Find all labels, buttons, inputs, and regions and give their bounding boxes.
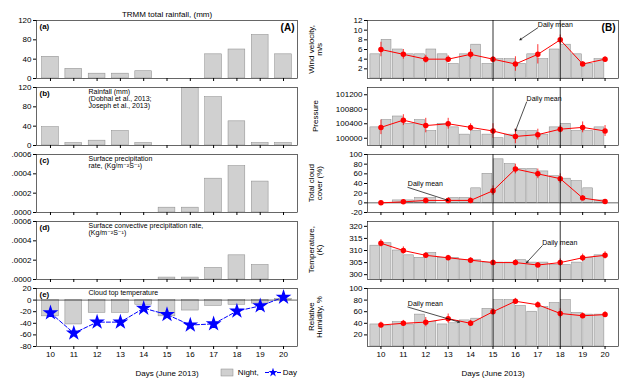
svg-text:19: 19 [256,350,265,359]
html-text:Total cloud cover (%): Total cloud cover (%) [306,163,324,203]
svg-text:20: 20 [279,350,288,359]
svg-text:(e): (e) [40,290,50,299]
svg-text:17: 17 [533,350,542,359]
svg-text:(b): (b) [40,89,51,98]
svg-text:310: 310 [349,246,363,255]
svg-text:18: 18 [556,350,565,359]
svg-text:315: 315 [349,234,363,243]
svg-text:20: 20 [354,330,363,339]
svg-text:.0004: .0004 [11,236,32,245]
svg-text:12: 12 [421,350,430,359]
svg-text:300: 300 [349,270,363,279]
svg-text:120: 120 [18,83,32,92]
svg-text:.0000: .0000 [11,275,32,284]
svg-text:80: 80 [354,296,363,305]
svg-text:20: 20 [601,350,610,359]
svg-text:40: 40 [354,319,363,328]
svg-text:15: 15 [163,350,172,359]
svg-text:-60: -60 [20,330,32,339]
svg-text:10: 10 [354,26,363,35]
svg-text:.0006: .0006 [11,217,32,226]
svg-text:-20: -20 [351,208,363,217]
svg-text:Daily mean: Daily mean [542,239,577,247]
svg-text:10: 10 [46,350,55,359]
svg-text:13: 13 [116,350,125,359]
svg-text:(a): (a) [40,22,50,31]
svg-text:100: 100 [349,284,363,293]
svg-text:80: 80 [23,102,32,111]
svg-text:17: 17 [209,350,218,359]
svg-text:40: 40 [354,179,363,188]
svg-text:.0004: .0004 [11,169,32,178]
svg-text:Daily mean: Daily mean [538,21,573,29]
svg-text:15: 15 [489,350,498,359]
svg-text:16: 16 [186,350,195,359]
svg-text:Days (June 2013): Days (June 2013) [461,369,524,378]
svg-text:Days (June 2013): Days (June 2013) [135,369,198,378]
svg-text:0: 0 [358,198,363,207]
html-text:Relative Humidity, %: Relative Humidity, % [306,296,324,338]
svg-text:Daily mean: Daily mean [527,95,562,103]
html-text:Night,: Night, [237,368,259,377]
svg-text:Rainfall (mm)(Dobhal et al., 2: Rainfall (mm)(Dobhal et al., 2013;Joseph… [89,88,152,110]
svg-text:305: 305 [349,258,363,267]
svg-text:2: 2 [358,64,363,73]
svg-text:Daily mean: Daily mean [408,300,443,308]
svg-text:(d): (d) [40,223,51,232]
svg-text:.0006: .0006 [11,150,32,159]
svg-text:0: 0 [27,74,32,83]
svg-text:320: 320 [349,222,363,231]
svg-text:Surface precipitationrate, (Kg: Surface precipitationrate, (Kg/m⁻²S⁻¹) [89,155,153,170]
html-text:Day: Day [282,368,297,377]
svg-text:Surface convective precipitati: Surface convective precipitation rate,(K… [89,222,204,237]
svg-text:40: 40 [23,55,32,64]
svg-text:.0000: .0000 [11,208,32,217]
svg-text:100: 100 [349,150,363,159]
svg-text:0: 0 [27,141,32,150]
svg-text:60: 60 [354,169,363,178]
svg-text:100000: 100000 [336,134,363,143]
svg-text:16: 16 [511,350,520,359]
svg-text:(c): (c) [40,156,50,165]
svg-text:12: 12 [93,350,102,359]
html-text:Pressure: Pressure [310,100,320,132]
svg-text:8: 8 [358,35,363,44]
svg-text:Daily mean: Daily mean [408,180,443,188]
svg-text:13: 13 [444,350,453,359]
svg-text:6: 6 [358,45,363,54]
svg-text:80: 80 [354,160,363,169]
svg-text:100800: 100800 [336,105,363,114]
svg-text:80: 80 [23,35,32,44]
svg-text:18: 18 [232,350,241,359]
html-text:Temperature, (K): Temperature, (K) [306,226,324,274]
svg-text:20: 20 [23,284,32,293]
svg-text:12: 12 [354,16,363,25]
svg-text:0: 0 [27,296,32,305]
svg-text:10: 10 [376,350,385,359]
svg-text:.0002: .0002 [11,189,32,198]
svg-text:101200: 101200 [336,90,363,99]
svg-text:TRMM total rainfall, (mm): TRMM total rainfall, (mm) [122,10,213,19]
svg-text:19: 19 [578,350,587,359]
svg-text:14: 14 [466,350,475,359]
svg-text:(A): (A) [281,22,295,33]
svg-text:Cloud top temperature: Cloud top temperature [89,289,159,297]
svg-text:60: 60 [354,307,363,316]
svg-text:-40: -40 [20,319,32,328]
svg-text:4: 4 [358,55,363,64]
svg-text:11: 11 [70,350,79,359]
html-text:Wind velocity, m/s: Wind velocity, m/s [306,24,324,74]
svg-text:120: 120 [18,16,32,25]
svg-text:11: 11 [399,350,408,359]
svg-text:100400: 100400 [336,119,363,128]
svg-text:.0002: .0002 [11,256,32,265]
svg-text:40: 40 [23,122,32,131]
svg-text:14: 14 [139,350,148,359]
svg-text:(B): (B) [602,22,616,33]
svg-text:20: 20 [354,189,363,198]
svg-text:-80: -80 [20,342,32,351]
svg-text:-20: -20 [20,307,32,316]
